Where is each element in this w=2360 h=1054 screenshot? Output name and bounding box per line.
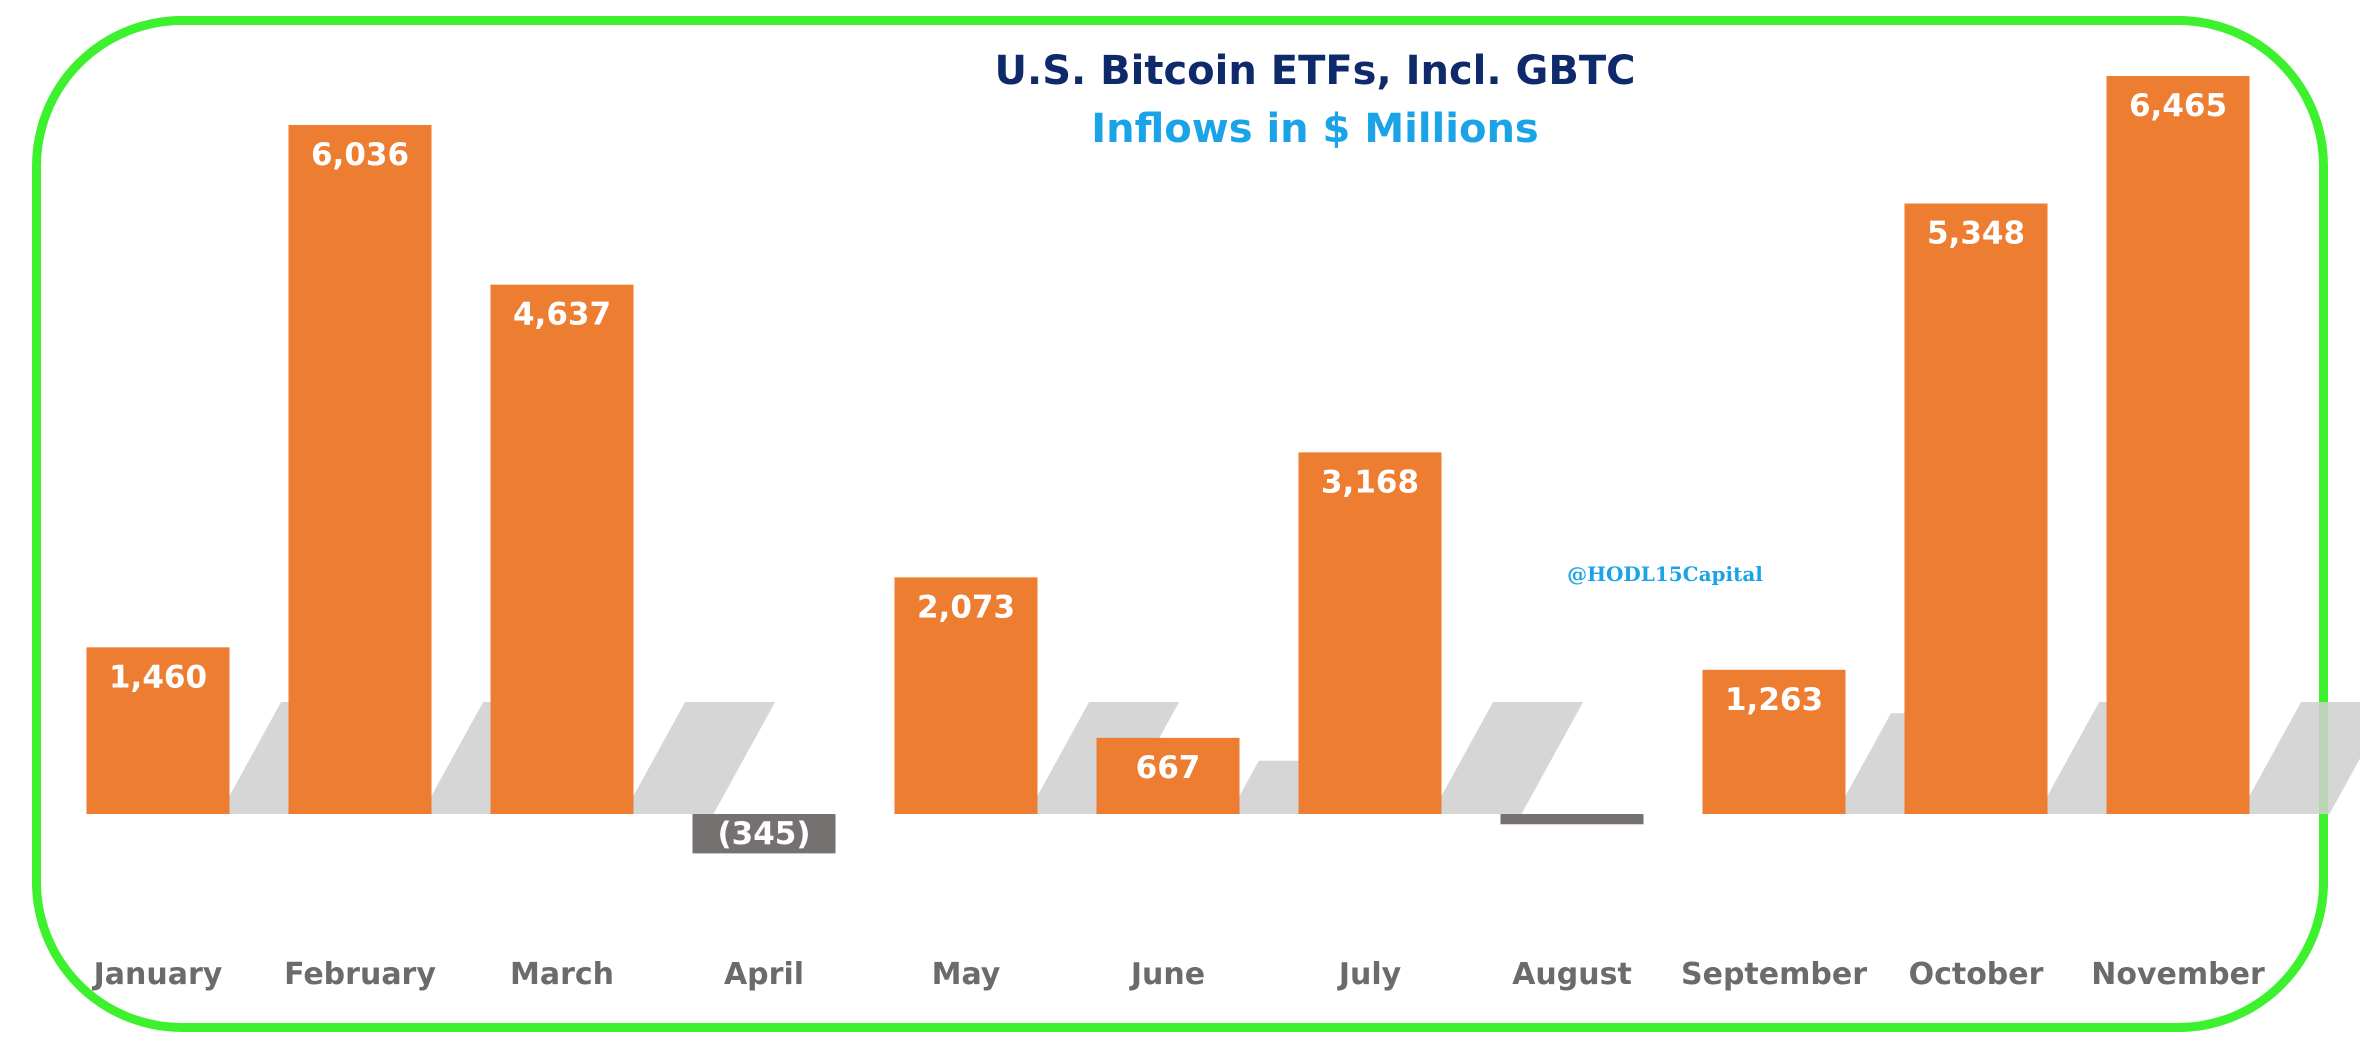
category-label-september: September	[1681, 957, 1867, 992]
bar-shadow-march	[623, 702, 776, 814]
value-label-january: 1,460	[109, 659, 207, 695]
chart-title: U.S. Bitcoin ETFs, Incl. GBTC	[995, 48, 1636, 94]
chart-subtitle: Inflows in $ Millions	[1091, 106, 1538, 152]
value-label-september: 1,263	[1725, 682, 1823, 718]
bar-shadow-november	[2239, 702, 2360, 814]
category-label-june: June	[1129, 957, 1205, 992]
category-label-april: April	[724, 957, 804, 992]
category-label-october: October	[1909, 957, 2044, 992]
category-label-january: January	[92, 957, 223, 992]
bar-february	[288, 124, 432, 815]
value-labels: 1,460 6,036 4,637 (345) 2,073 667 3,168 1,263 5,…	[109, 88, 2227, 852]
bar-may	[894, 577, 1038, 814]
category-label-november: November	[2091, 957, 2265, 992]
category-label-february: February	[284, 957, 436, 992]
watermark: @HODL15Capital	[1567, 562, 1763, 586]
value-label-june: 667	[1136, 750, 1201, 786]
value-label-april: (345)	[717, 816, 810, 852]
bar-november	[2106, 76, 2250, 814]
bar-january	[86, 647, 230, 814]
value-label-february: 6,036	[311, 137, 409, 173]
value-label-november: 6,465	[2129, 88, 2227, 124]
bar-march	[490, 284, 634, 814]
value-label-march: 4,637	[513, 297, 611, 333]
category-label-august: August	[1512, 957, 1632, 992]
value-label-october: 5,348	[1927, 216, 2025, 252]
category-label-march: March	[510, 957, 614, 992]
bar-august	[1500, 814, 1644, 825]
bar-july	[1298, 452, 1442, 814]
bars	[86, 76, 2250, 854]
category-label-july: July	[1337, 957, 1402, 992]
bar-october	[1904, 203, 2048, 815]
category-label-may: May	[932, 957, 1001, 992]
value-label-may: 2,073	[917, 589, 1015, 625]
bar-june	[1096, 737, 1240, 814]
bar-april	[692, 814, 836, 854]
category-labels: January February March April May June July Augu…	[92, 957, 2265, 992]
bar-september	[1702, 669, 1846, 814]
value-label-july: 3,168	[1321, 464, 1419, 500]
bar-shadow-july	[1431, 702, 1584, 814]
